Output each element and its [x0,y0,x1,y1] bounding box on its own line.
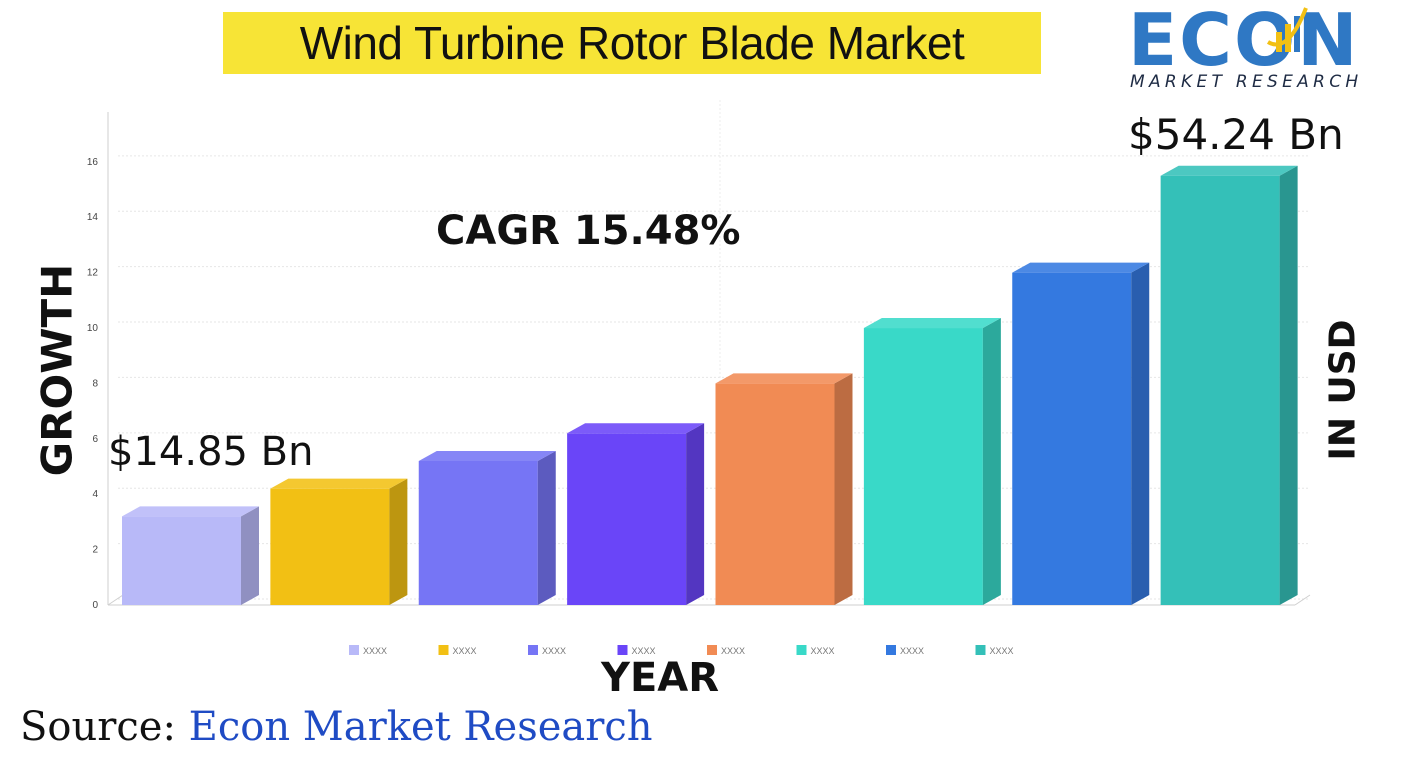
y-tick-label: 10 [87,323,99,334]
legend-item: XXXX [707,645,745,656]
bar-top [567,423,705,434]
y-axis-label-left: GROWTH [32,263,82,477]
legend-swatch [796,645,807,655]
y-tick-label: 8 [92,378,98,389]
bar-front [418,460,538,605]
bar-side [241,506,259,605]
bar-top [270,478,408,489]
bar-top [122,506,259,517]
bar-front [122,516,241,605]
bar-side [834,373,853,605]
legend-item: XXXX [349,645,387,656]
bar-top [715,373,853,384]
legend-swatch [975,645,986,655]
bar-top [418,450,556,461]
bar-side [686,423,705,605]
bar [270,478,408,605]
y-tick-label: 2 [92,545,98,556]
legend-label: XXXX [990,646,1014,656]
bar [418,450,556,605]
econ-logo: ECON MARKET RESEARCH [1128,2,1398,102]
legend-label: XXXX [721,646,745,656]
legend-label: XXXX [632,646,656,656]
legend-label: XXXX [900,646,924,656]
legend-item: XXXX [617,645,656,656]
legend-item: XXXX [975,645,1014,656]
legend-label: XXXX [542,646,566,656]
cagr-annotation: CAGR 15.48% [436,208,741,254]
chart-legend: XXXX XXXX XXXX XXXX XXXX XXXX XXXX XXXX [349,645,1014,656]
bar-top [863,318,1001,329]
bar [1160,165,1298,605]
floor-edge [1294,594,1311,606]
legend-item: XXXX [528,645,566,656]
bar [863,318,1001,605]
bar-front [715,383,835,605]
legend-swatch [617,645,628,655]
logo-chart-icon [1266,7,1308,52]
bar-side [982,318,1001,605]
bar [567,423,705,605]
logo-word: ECON [1128,0,1360,82]
y-tick-label: 0 [92,600,98,611]
bar-front [567,433,687,605]
legend-item: XXXX [886,645,924,656]
chart-title: Wind Turbine Rotor Blade Market [299,17,965,69]
legend-swatch [438,645,449,655]
source-line: Source: Econ Market Research [20,704,653,750]
legend-label: XXXX [363,646,387,656]
floor-edge [107,594,124,606]
bar-top [1012,262,1150,273]
y-tick-label: 14 [87,212,99,223]
bar-side [1131,262,1150,605]
legend-swatch [707,645,717,655]
y-tick-label: 4 [92,489,98,500]
legend-swatch [528,645,538,655]
bar [715,373,853,605]
legend-label: XXXX [453,646,477,656]
start-value-annotation: $14.85 Bn [108,429,314,475]
source-name: Econ Market Research [188,704,653,750]
x-axis-label: YEAR [600,655,720,701]
y-tick-label: 6 [92,434,98,445]
legend-label: XXXX [811,646,835,656]
y-axis-label-right: IN USD [1322,319,1364,461]
bar-top [1160,165,1298,176]
bar [1012,262,1150,605]
bar-front [1160,175,1280,605]
end-value-annotation: $54.24 Bn [1128,110,1344,159]
legend-swatch [886,645,896,655]
logo-subtitle: MARKET RESEARCH [1130,72,1363,92]
title-banner: Wind Turbine Rotor Blade Market [223,12,1041,74]
y-tick-label: 16 [87,157,99,168]
legend-item: XXXX [796,645,835,656]
bar-front [863,328,983,605]
legend-item: XXXX [438,645,477,656]
chart-bars [122,165,1298,605]
bar-side [1279,165,1298,605]
bar [122,506,259,605]
legend-swatch [349,645,359,655]
y-tick-label: 12 [87,268,99,279]
bar-front [1012,272,1132,605]
bar-front [270,488,390,605]
bar-side [389,478,408,605]
bar-side [537,450,556,605]
source-label: Source: [20,704,189,750]
